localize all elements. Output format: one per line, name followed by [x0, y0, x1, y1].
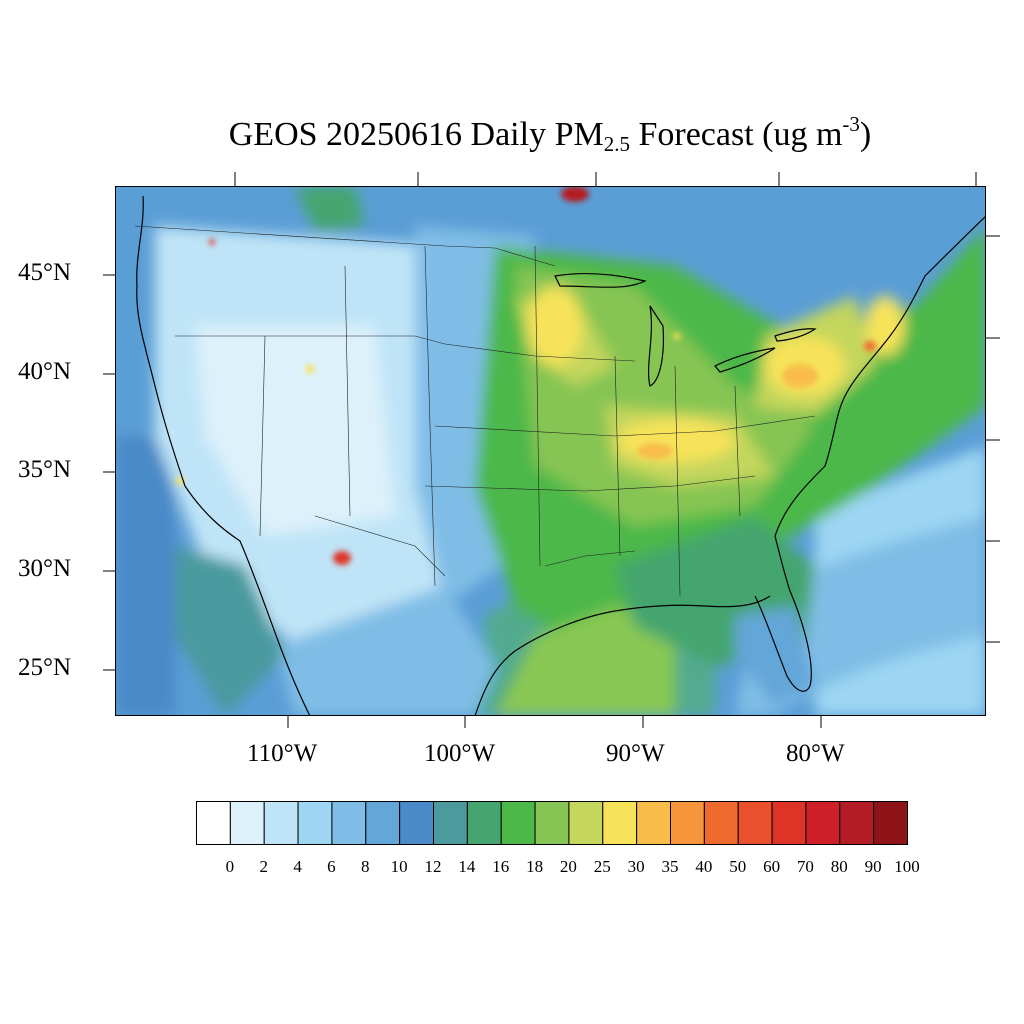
- colorbar-tick-label: 60: [763, 857, 781, 876]
- colorbar-swatch: [805, 801, 841, 845]
- colorbar-swatch: [466, 801, 502, 845]
- canada-fire: [561, 186, 589, 202]
- colorbar-swatch: [737, 801, 773, 845]
- colorbar-tick-label: 20: [559, 857, 577, 876]
- great-lakes-ontario: [774, 328, 817, 342]
- ohio-orange: [637, 443, 673, 459]
- colorbar-tick-label: 35: [661, 857, 679, 876]
- pm25-map: [115, 186, 986, 716]
- colorbar-tick-label: 30: [627, 857, 645, 876]
- chart-title: GEOS 20250616 Daily PM2.5 Forecast (ug m…: [228, 112, 872, 156]
- colorbar-swatch: [229, 801, 265, 845]
- east-coast-outline: [774, 215, 986, 537]
- colorbar-swatch: [568, 801, 604, 845]
- colorbar-tick-label: 12: [424, 857, 442, 876]
- coastlines: [136, 195, 986, 716]
- florida-blue: [735, 606, 815, 706]
- lon-label-100w: 100°W: [424, 740, 496, 767]
- lat-label-35n: 35°N: [18, 456, 72, 483]
- colorbar-swatch: [602, 801, 638, 845]
- colorbar-swatch: [433, 801, 468, 845]
- baja-teal: [175, 546, 285, 716]
- florida-outline: [754, 535, 812, 692]
- west-coast-outline: [136, 195, 311, 716]
- colorbar-tick-label: 16: [492, 857, 510, 876]
- great-lakes-michigan: [647, 305, 665, 387]
- northeast-hotspot: [864, 341, 876, 351]
- colorbar-swatch: [365, 801, 401, 845]
- mexico-blue: [275, 586, 495, 716]
- colorbar-tick-label: 0: [225, 857, 235, 876]
- colorbar-tick-label: 40: [695, 857, 713, 876]
- state-borders: [134, 225, 816, 597]
- colorbar-tick-label: 90: [864, 857, 882, 876]
- colorbar-tick-label: 25: [593, 857, 611, 876]
- colorbar-swatch: [873, 801, 908, 845]
- colorbar-swatch: [703, 801, 739, 845]
- ontario-spot: [673, 333, 681, 339]
- great-lakes-superior: [554, 272, 647, 288]
- northwest-cloud: [295, 186, 365, 231]
- colorbar-tick-label: 2: [259, 857, 268, 876]
- colorbar-tick-label: 10: [390, 857, 408, 876]
- lat-label-45n: 45°N: [18, 259, 72, 286]
- colorbar-swatch: [670, 801, 705, 845]
- colorbar-swatch: [500, 801, 536, 845]
- west-clean-core: [195, 326, 395, 536]
- lon-label-80w: 80°W: [786, 740, 845, 767]
- appalachian-orange: [782, 364, 818, 388]
- new-mexico-fire: [333, 551, 351, 565]
- colorbar-tick-label: 70: [796, 857, 814, 876]
- colorbar-swatch: [297, 801, 333, 845]
- colorbar: [196, 801, 908, 845]
- gulf-coast-outline: [474, 595, 771, 716]
- colorbar-swatch: [331, 801, 367, 845]
- colorbar-swatch: [771, 801, 807, 845]
- colorbar-swatch: [399, 801, 434, 845]
- lat-label-30n: 30°N: [18, 555, 72, 582]
- colorbar-swatch: [263, 801, 299, 845]
- colorbar-swatch: [839, 801, 875, 845]
- colorbar-tick-label: 80: [830, 857, 848, 876]
- great-lakes-erie: [714, 347, 776, 373]
- colorbar-tick-label: 14: [458, 857, 476, 876]
- map-border: [115, 186, 986, 716]
- lon-label-90w: 90°W: [606, 740, 665, 767]
- lon-label-110w: 110°W: [247, 740, 318, 767]
- colorbar-swatch: [636, 801, 672, 845]
- idaho-spot: [209, 239, 215, 245]
- wyoming-spot: [306, 364, 314, 374]
- lat-label-40n: 40°N: [18, 358, 72, 385]
- colorbar-swatch: [534, 801, 570, 845]
- lat-label-25n: 25°N: [18, 654, 72, 681]
- colorbar-tick-label: 50: [729, 857, 747, 876]
- colorbar-tick-label: 100: [894, 857, 920, 876]
- colorbar-tick-label: 8: [361, 857, 370, 876]
- colorbar-tick-label: 18: [526, 857, 544, 876]
- pacific-region: [115, 436, 175, 716]
- colorbar-tick-label: 6: [327, 857, 336, 876]
- colorbar-swatch: [196, 801, 231, 845]
- colorbar-tick-label: 4: [293, 857, 302, 876]
- new-england-yellow: [865, 296, 905, 356]
- minnesota-yellow: [527, 286, 583, 366]
- arizona-spot: [176, 477, 184, 485]
